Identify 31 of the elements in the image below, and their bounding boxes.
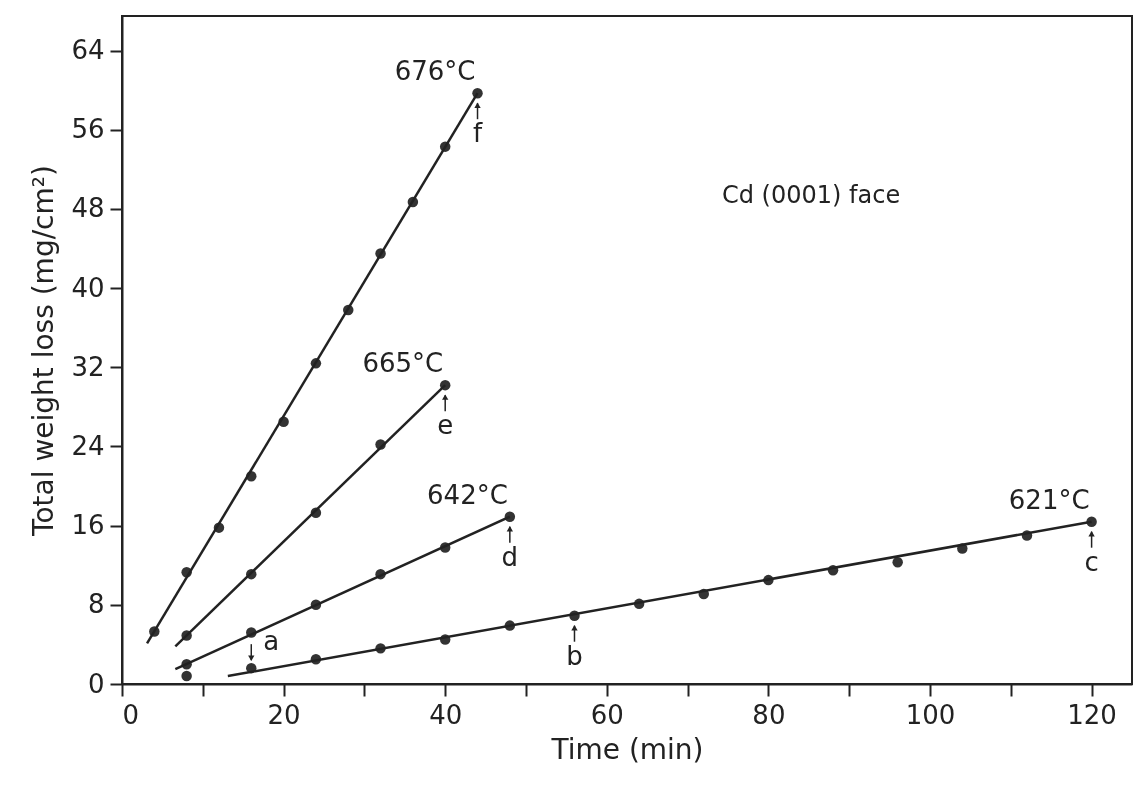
x-tick-label: 0 bbox=[122, 699, 140, 730]
point bbox=[892, 557, 903, 568]
annotation: e bbox=[437, 410, 454, 441]
y-tick-label: 8 bbox=[87, 589, 105, 620]
annotation: b bbox=[566, 640, 583, 671]
y-tick-label: 16 bbox=[71, 510, 105, 541]
y-tick-label: 32 bbox=[71, 351, 105, 382]
annotation: c bbox=[1084, 546, 1099, 577]
x-tick-label: 120 bbox=[1067, 699, 1117, 730]
y-tick-label: 48 bbox=[71, 193, 105, 224]
y-tick-label: 24 bbox=[71, 430, 105, 461]
series-label: 676°C bbox=[394, 56, 476, 87]
annotation: Cd (0001) face bbox=[722, 181, 901, 209]
series-label: 642°C bbox=[427, 479, 508, 510]
x-tick-label: 100 bbox=[905, 699, 956, 730]
y-tick-label: 56 bbox=[71, 114, 105, 145]
series-label: 665°C bbox=[362, 348, 444, 379]
y-axis-title: Total weight loss (mg/cm²) bbox=[27, 165, 61, 537]
y-tick-label: 0 bbox=[87, 668, 105, 699]
x-tick-label: 60 bbox=[590, 699, 624, 730]
x-axis-title: Time (min) bbox=[550, 732, 704, 766]
annotation: d bbox=[501, 541, 519, 572]
y-tick-label: 40 bbox=[71, 272, 105, 303]
x-tick-label: 80 bbox=[752, 699, 786, 730]
annotation: a bbox=[263, 626, 280, 657]
y-tick-label: 64 bbox=[71, 35, 105, 66]
x-tick-label: 40 bbox=[429, 699, 463, 730]
annotation: f bbox=[472, 118, 483, 149]
point bbox=[181, 670, 192, 682]
x-tick-label: 20 bbox=[267, 699, 301, 730]
series-label: 621°C bbox=[1008, 484, 1090, 515]
